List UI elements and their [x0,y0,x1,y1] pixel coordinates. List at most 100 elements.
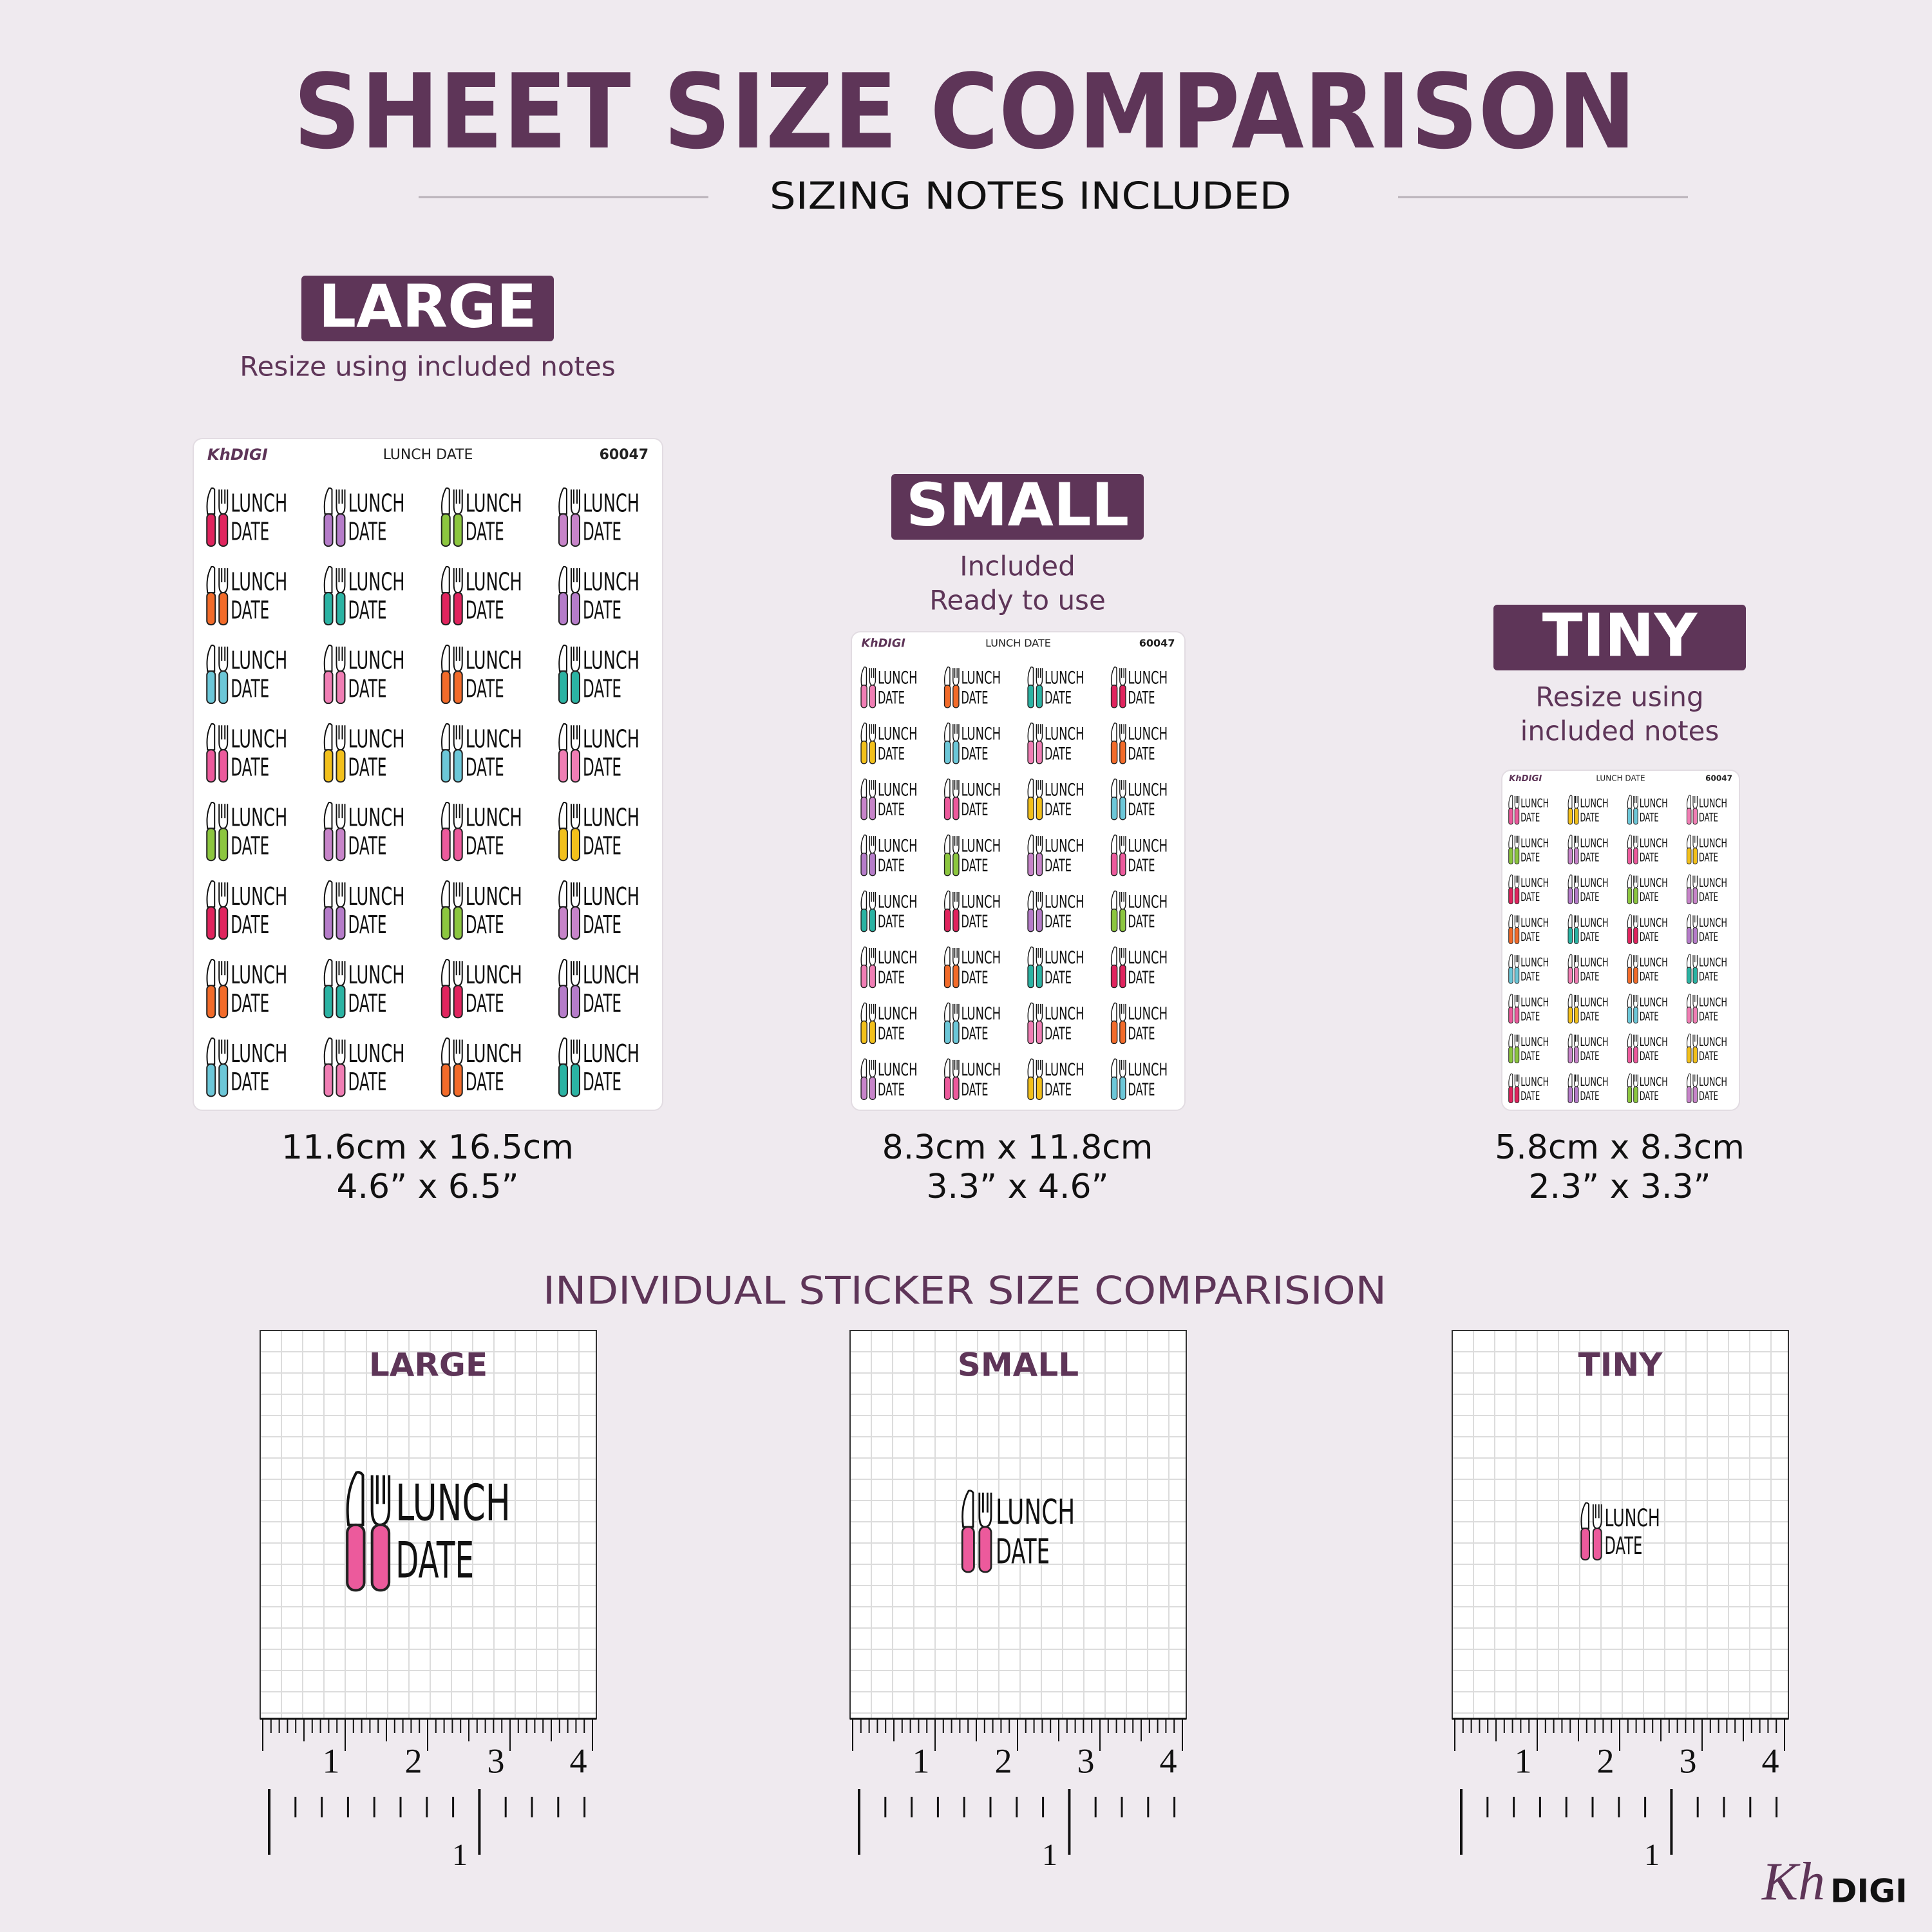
knife-blade [1627,914,1632,928]
knife-blade [944,1058,951,1078]
sticker-text: LUNCH [996,1492,1075,1532]
fork-handle [218,828,229,862]
fork-handle [869,741,876,764]
fork-handle [453,749,463,783]
knife-handle [206,749,216,783]
ruler-number: 1 [913,1741,930,1780]
knife-blade [1627,1034,1632,1048]
sticker-text: LUNCH [1128,780,1168,800]
fork-handle [1514,887,1520,905]
sticker-text: LUNCH [1580,1075,1608,1089]
ruler-number: 2 [405,1741,422,1780]
fork-tines [370,1475,391,1526]
sheet-title: LUNCH DATE [985,637,1051,649]
fork-handle [1592,1528,1602,1561]
fork-handle [1692,967,1698,984]
knife-handle [1567,1007,1573,1024]
fork-handle [1633,1046,1638,1064]
sticker-text: LUNCH [466,568,522,596]
knife-handle [1110,797,1118,820]
knife-blade [558,487,567,515]
fork-tines [1036,892,1043,910]
sticker-text: DATE [231,989,269,1018]
sticker-text: DATE [1128,744,1155,764]
knife-blade [1567,874,1573,889]
sticker-text: LUNCH [583,489,639,518]
sticker-text: LUNCH [961,780,1001,800]
sheet-brand: KhDIGI [1509,774,1542,784]
sticker-text: DATE [878,800,905,820]
sticker-text: DATE [1520,811,1540,825]
fork-handle [1692,1007,1698,1024]
sticker-text: LUNCH [1520,916,1549,930]
sticker-text: LUNCH [1580,836,1608,850]
knife-blade [1567,914,1573,928]
fork-tines [952,724,960,742]
knife-handle [323,513,334,547]
knife-blade [860,834,867,854]
fork-handle [952,685,960,708]
knife-blade [1111,1058,1117,1078]
sticker-text: LUNCH [961,1060,1001,1080]
sticker-text: LUNCH [348,725,404,753]
sticker-text: DATE [1580,1089,1599,1103]
sticker-text: LUNCH [1699,1075,1727,1089]
sticker-text: LUNCH [1045,724,1084,744]
sticker-text: DATE [348,753,386,782]
sticker-text: DATE [348,596,386,625]
fork-handle [1692,887,1698,905]
knife-blade [1111,667,1117,686]
fork-tines [1514,994,1520,1008]
sticker-text: LUNCH [1699,797,1727,811]
knife-blade [860,1002,867,1022]
ruler-number: 2 [995,1741,1012,1780]
knife-blade [323,880,333,908]
sticker-text: DATE [583,753,621,782]
sticker-text: LUNCH [348,804,404,832]
sheet-brand: KhDIGI [207,446,268,464]
sheet-imperial: 2.3” x 3.3” [1528,1168,1710,1206]
sticker-text: DATE [1128,968,1155,988]
fork-tines [952,836,960,854]
sticker-text: DATE [231,753,269,782]
knife-blade [944,834,951,854]
sticker-text: LUNCH [231,882,287,911]
fork-tines [1633,1034,1638,1048]
knife-blade [440,723,450,751]
sticker-text: LUNCH [348,647,404,675]
sheet-title: LUNCH DATE [1596,774,1645,783]
fork-handle [1573,1086,1579,1103]
sticker-text: LUNCH [878,1004,918,1024]
fork-handle [453,1063,463,1097]
fork-handle [869,685,876,708]
sticker-text: DATE [1699,1049,1718,1063]
sticker-text: DATE [878,912,905,932]
fork-tines [218,725,229,751]
sticker-text: DATE [961,1080,988,1100]
knife-handle [440,670,451,705]
sticker-text: LUNCH [961,668,1001,688]
knife-handle [440,749,451,783]
fork-tines [570,489,580,515]
sticker-text: LUNCH [348,568,404,596]
fork-handle [218,513,229,547]
fork-tines [1573,1034,1579,1048]
fork-tines [869,892,876,910]
fork-tines [1692,835,1698,849]
knife-blade [1027,1058,1034,1078]
